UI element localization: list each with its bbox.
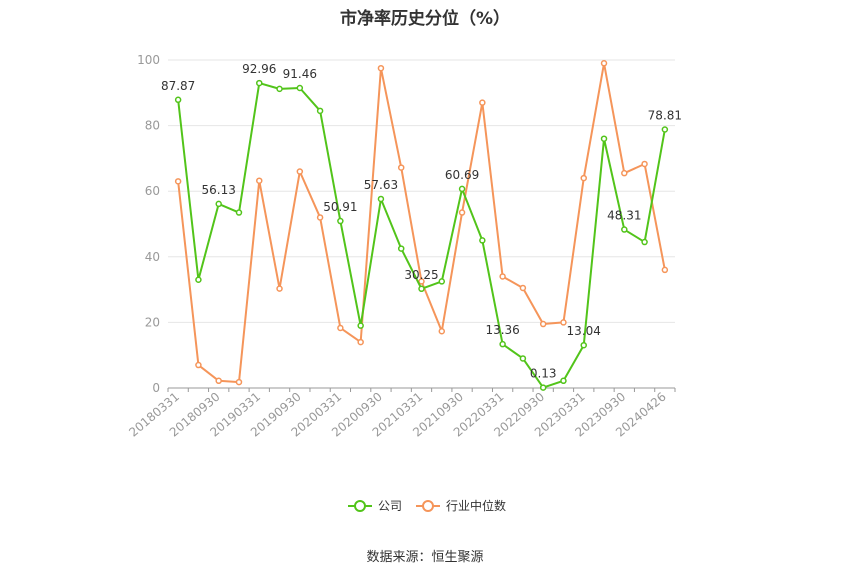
legend-label-company: 公司 [378,499,402,513]
legend-marker-industry-median [422,500,434,512]
data-point-industry-median [560,319,567,326]
data-label: 92.96 [242,62,276,76]
data-point-industry-median [418,278,425,285]
data-label: 60.69 [445,168,479,182]
y-tick-label: 60 [145,184,160,198]
data-point-industry-median [174,178,182,185]
data-point-industry-median [641,160,648,168]
data-label: 78.81 [648,109,682,123]
y-tick-label: 80 [145,119,160,133]
data-point-company [235,209,243,216]
data-point-company [276,85,283,93]
data-point-industry-median [357,338,364,346]
data-point-company [458,185,466,193]
data-point-company [296,84,304,92]
y-tick-label: 0 [152,381,160,395]
chart-title: 市净率历史分位（%） [339,9,511,29]
data-label: 87.87 [161,79,195,93]
data-point-company [256,79,263,87]
data-point-industry-median [600,60,608,67]
data-point-industry-median [397,164,405,171]
data-point-industry-median [235,378,243,386]
data-point-industry-median [377,64,385,72]
data-point-company [215,200,222,208]
data-point-industry-median [519,284,527,292]
data-label: 30.25 [404,268,438,282]
data-label: 56.13 [202,183,236,197]
data-point-company [397,245,405,252]
data-point-industry-median [580,174,587,182]
data-point-industry-median [316,214,324,221]
data-label: 57.63 [364,178,398,192]
data-point-company [499,340,506,348]
data-point-industry-median [499,273,506,280]
data-label: 13.36 [485,323,519,337]
data-point-company [560,377,567,385]
data-label: 13.04 [567,324,601,338]
data-point-company [377,195,385,203]
y-tick-label: 20 [145,315,160,329]
data-point-industry-median [337,324,344,332]
data-source-note: 数据来源：恒生聚源 [366,550,484,565]
data-point-company [539,384,547,391]
data-point-industry-median [621,169,628,177]
data-point-industry-median [195,361,202,369]
data-point-industry-median [256,177,263,184]
data-point-industry-median [438,328,446,335]
legend-label-industry-median: 行业中位数 [446,498,506,513]
data-point-company [600,135,608,142]
data-point-company [418,285,425,293]
data-point-company [174,96,182,104]
data-point-industry-median [479,99,486,106]
data-point-company [195,276,202,284]
data-point-industry-median [458,209,466,216]
y-tick-label: 40 [145,250,160,264]
data-point-company [519,355,527,362]
data-label: 48.31 [607,209,641,223]
data-point-company [438,278,446,285]
data-point-industry-median [215,377,222,385]
data-label: 91.46 [283,67,317,81]
legend-marker-company [354,500,366,512]
data-label: 0.13 [530,367,557,381]
data-point-industry-median [296,168,304,175]
data-point-industry-median [539,320,547,328]
data-point-company [621,226,628,233]
data-label: 50.91 [323,200,357,214]
data-point-industry-median [661,266,669,274]
data-point-company [580,341,587,349]
data-point-company [661,126,669,133]
data-point-company [479,237,486,244]
data-point-industry-median [276,285,283,292]
data-point-company [316,107,324,115]
data-point-company [641,238,648,246]
y-tick-label: 100 [137,53,160,67]
data-point-company [337,217,344,225]
data-point-company [357,322,364,329]
